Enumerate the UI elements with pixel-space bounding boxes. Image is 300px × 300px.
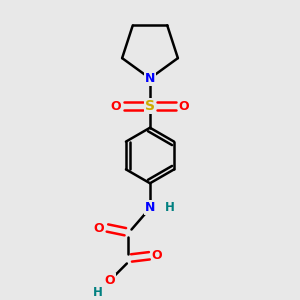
Text: H: H <box>93 286 103 299</box>
Text: H: H <box>165 202 175 214</box>
Text: N: N <box>145 202 155 214</box>
Text: O: O <box>178 100 189 112</box>
Text: O: O <box>94 221 104 235</box>
Text: O: O <box>152 249 162 262</box>
Text: O: O <box>105 274 115 287</box>
Text: O: O <box>111 100 122 112</box>
Text: N: N <box>145 72 155 85</box>
Text: S: S <box>145 99 155 113</box>
